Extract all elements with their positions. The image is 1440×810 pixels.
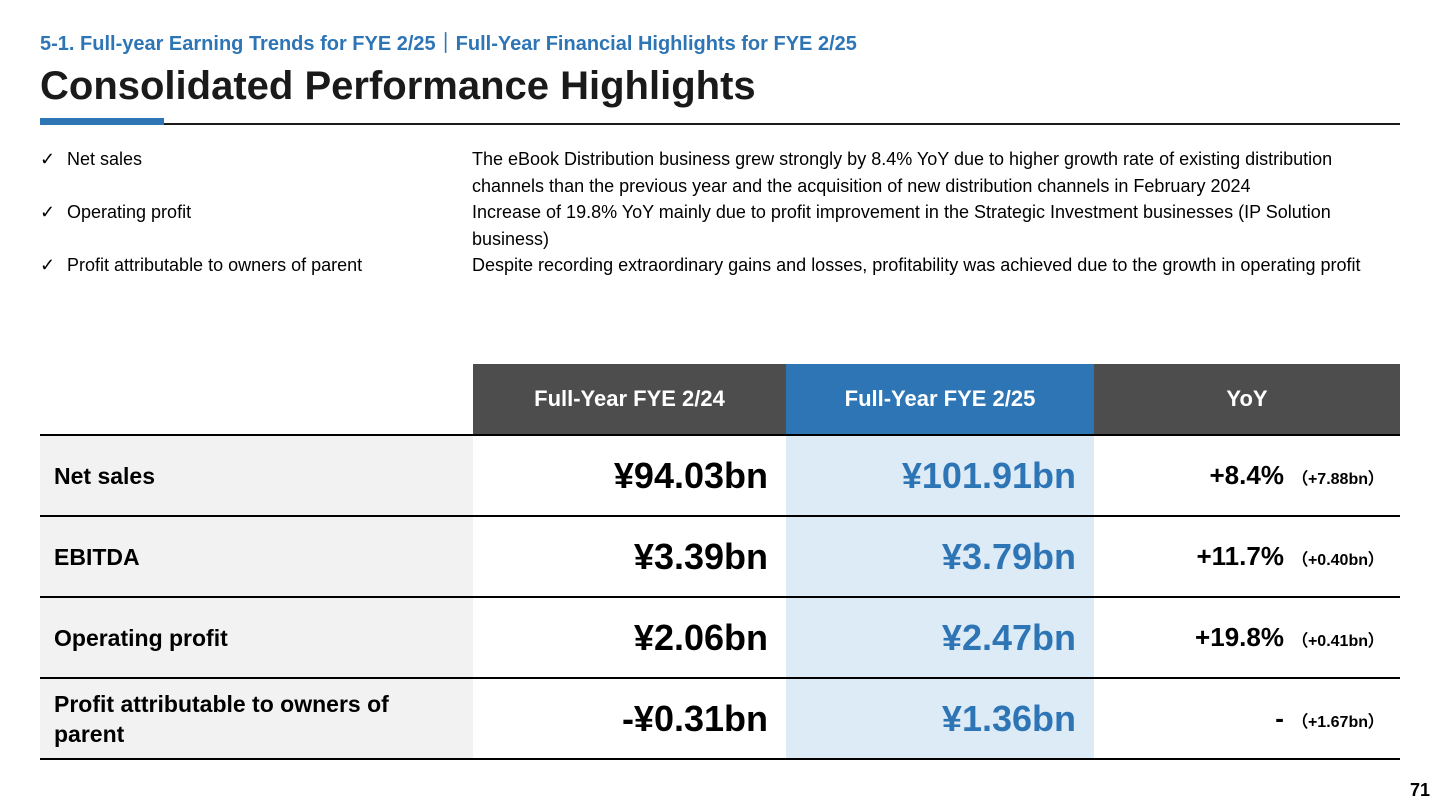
prev-year-value: ¥94.03bn	[473, 435, 786, 516]
table-row: Operating profit ¥2.06bn ¥2.47bn +19.8% （…	[40, 597, 1400, 678]
header-fye-2-25: Full-Year FYE 2/25	[786, 364, 1094, 435]
yoy-difference: （+1.67bn）	[1291, 714, 1384, 731]
row-label: Operating profit	[40, 597, 473, 678]
yoy-percent: +19.8%	[1195, 622, 1284, 652]
header-fye-2-24: Full-Year FYE 2/24	[473, 364, 786, 435]
table-header-row: Full-Year FYE 2/24 Full-Year FYE 2/25 Yo…	[40, 364, 1400, 435]
current-year-value: ¥101.91bn	[786, 435, 1094, 516]
table-row: Profit attributable to owners of parent …	[40, 678, 1400, 759]
note-row-profit-attributable: ✓ Profit attributable to owners of paren…	[40, 252, 1400, 279]
title-divider	[40, 123, 1400, 125]
prev-year-value: ¥2.06bn	[473, 597, 786, 678]
row-label: Net sales	[40, 435, 473, 516]
note-row-net-sales: ✓ Net sales The eBook Distribution busin…	[40, 146, 1400, 199]
prev-year-value: -¥0.31bn	[473, 678, 786, 759]
yoy-cell: +11.7% （+0.40bn）	[1094, 516, 1400, 597]
page-title: Consolidated Performance Highlights	[40, 64, 756, 108]
note-description: The eBook Distribution business grew str…	[472, 149, 1333, 196]
note-label: Operating profit	[67, 202, 192, 222]
yoy-difference: （+0.41bn）	[1291, 633, 1384, 650]
table-row: EBITDA ¥3.39bn ¥3.79bn +11.7% （+0.40bn）	[40, 516, 1400, 597]
prev-year-value: ¥3.39bn	[473, 516, 786, 597]
yoy-percent: -	[1275, 703, 1284, 733]
note-description: Increase of 19.8% YoY mainly due to prof…	[472, 202, 1331, 249]
table-row: Net sales ¥94.03bn ¥101.91bn +8.4% （+7.88…	[40, 435, 1400, 516]
checkmark-icon: ✓	[40, 255, 56, 275]
checkmark-icon: ✓	[40, 149, 56, 169]
header-blank-cell	[40, 364, 473, 435]
current-year-value: ¥3.79bn	[786, 516, 1094, 597]
note-description: Despite recording extraordinary gains an…	[472, 255, 1361, 275]
page-number: 71	[1409, 780, 1430, 800]
highlight-notes: ✓ Net sales The eBook Distribution busin…	[40, 146, 1400, 279]
yoy-cell: +19.8% （+0.41bn）	[1094, 597, 1400, 678]
yoy-cell: - （+1.67bn）	[1094, 678, 1400, 759]
yoy-percent: +8.4%	[1209, 460, 1284, 490]
note-label: Net sales	[67, 149, 143, 169]
row-label: EBITDA	[40, 516, 473, 597]
title-accent-bar	[40, 118, 164, 125]
yoy-difference: （+7.88bn）	[1291, 471, 1384, 488]
performance-table: Full-Year FYE 2/24 Full-Year FYE 2/25 Yo…	[40, 364, 1400, 760]
note-label: Profit attributable to owners of parent	[67, 255, 363, 275]
yoy-cell: +8.4% （+7.88bn）	[1094, 435, 1400, 516]
checkmark-icon: ✓	[40, 202, 56, 222]
yoy-difference: （+0.40bn）	[1291, 552, 1384, 569]
note-row-operating-profit: ✓ Operating profit Increase of 19.8% YoY…	[40, 199, 1400, 252]
current-year-value: ¥1.36bn	[786, 678, 1094, 759]
current-year-value: ¥2.47bn	[786, 597, 1094, 678]
breadcrumb: 5-1. Full-year Earning Trends for FYE 2/…	[40, 33, 857, 55]
yoy-percent: +11.7%	[1196, 541, 1284, 571]
header-yoy: YoY	[1094, 364, 1400, 435]
row-label: Profit attributable to owners of parent	[40, 678, 473, 759]
